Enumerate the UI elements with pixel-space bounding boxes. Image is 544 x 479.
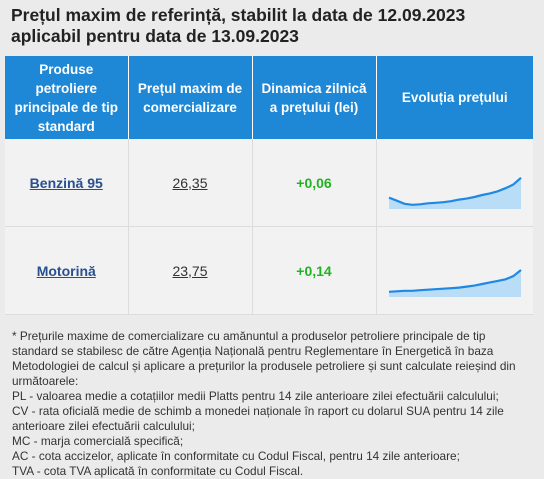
- footnote-mc: MC - marja comercială specifică;: [12, 434, 184, 448]
- footnotes: * Prețurile maxime de comercializare cu …: [12, 329, 534, 479]
- footnote-ac: AC - cota accizelor, aplicate în conform…: [12, 449, 460, 463]
- product-link-benzina[interactable]: Benzină 95: [29, 174, 103, 191]
- title-line-2: aplicabil pentru data de 13.09.2023: [11, 26, 299, 46]
- sparkline-line: [388, 268, 522, 293]
- sparkline-area: [388, 177, 521, 209]
- footnote-intro: * Prețurile maxime de comercializare cu …: [12, 329, 516, 388]
- footnote-cv: CV - rata oficială medie de schimb a mon…: [12, 404, 504, 433]
- page-title: Prețul maxim de referință, stabilit la d…: [11, 5, 536, 47]
- header-daily-change: Dinamica zilnică a prețului (lei): [252, 56, 377, 139]
- product-link-motorina[interactable]: Motorină: [36, 262, 96, 279]
- sparkline-benzina: [388, 176, 522, 209]
- footnote-pl: PL - valoarea medie a cotațiilor medii P…: [12, 389, 499, 403]
- price-table: Produse petroliere principale de tip sta…: [5, 56, 533, 315]
- sparkline-motorina: [388, 268, 522, 297]
- footnote-tva: TVA - cota TVA aplicată în conformitate …: [12, 464, 304, 478]
- price-link-benzina[interactable]: 26,35: [172, 174, 208, 191]
- header-max-price: Prețul maxim de comercializare: [128, 56, 253, 139]
- header-products: Produse petroliere principale de tip sta…: [5, 56, 129, 139]
- price-link-motorina[interactable]: 23,75: [172, 262, 208, 279]
- sparkline-line: [388, 176, 522, 206]
- daily-change-benzina: +0,06: [296, 174, 332, 191]
- daily-change-motorina: +0,14: [296, 262, 332, 279]
- table-row: Motorină 23,75 +0,14: [5, 226, 533, 315]
- header-price-evolution: Evoluția prețului: [376, 56, 533, 139]
- title-line-1: Prețul maxim de referință, stabilit la d…: [11, 5, 466, 25]
- sparkline-area: [388, 269, 521, 297]
- table-row: Benzină 95 26,35 +0,06: [5, 139, 533, 227]
- table-header-row: Produse petroliere principale de tip sta…: [5, 56, 533, 139]
